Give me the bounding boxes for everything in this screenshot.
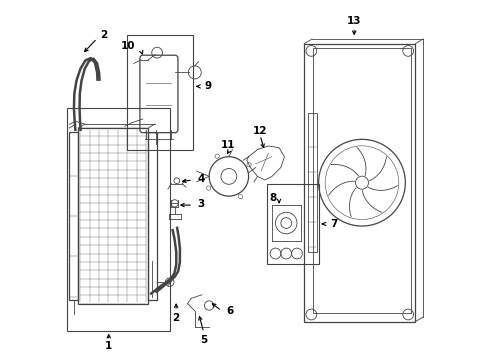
- Circle shape: [247, 163, 251, 167]
- Circle shape: [215, 154, 220, 158]
- Bar: [313, 48, 411, 313]
- Text: 4: 4: [197, 174, 205, 184]
- Circle shape: [238, 194, 243, 199]
- Text: 2: 2: [100, 30, 107, 40]
- Bar: [267, 184, 318, 264]
- Bar: [68, 108, 170, 330]
- Bar: [304, 44, 416, 321]
- Text: 13: 13: [347, 17, 362, 27]
- Circle shape: [355, 176, 368, 189]
- Circle shape: [206, 186, 211, 190]
- Text: 3: 3: [197, 199, 205, 210]
- Bar: [308, 113, 317, 252]
- Bar: [69, 132, 78, 300]
- Bar: [126, 35, 193, 149]
- Text: 8: 8: [269, 193, 276, 203]
- Text: 7: 7: [330, 219, 338, 229]
- Bar: [148, 132, 157, 300]
- Text: 1: 1: [105, 341, 112, 351]
- Text: 12: 12: [253, 126, 268, 135]
- Text: 10: 10: [121, 41, 135, 50]
- Bar: [78, 128, 148, 304]
- Text: 6: 6: [226, 306, 234, 316]
- Text: 2: 2: [172, 313, 180, 323]
- Text: 5: 5: [200, 334, 207, 345]
- Text: 9: 9: [205, 81, 212, 91]
- Text: 11: 11: [221, 140, 235, 150]
